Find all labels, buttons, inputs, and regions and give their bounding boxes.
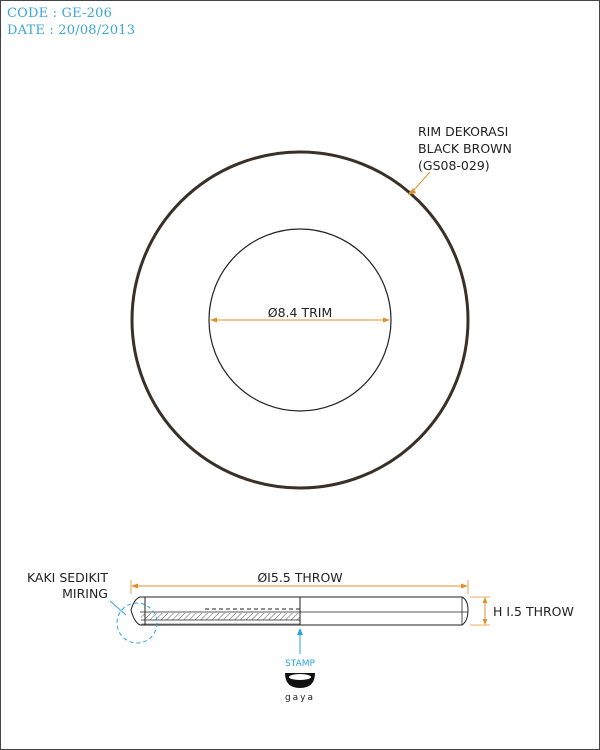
rim-label-line3: (GS08-029) [418,158,490,173]
trim-dimension-label: Ø8.4 TRIM [268,305,332,320]
kaki-label-line2: MIRING [62,586,108,601]
brand-wordmark: gaya [285,693,315,703]
trim-inner-circle [208,228,392,412]
trim-dimension-line [210,317,390,323]
height-dimension-label: H I.5 THROW [493,604,574,619]
rim-label-line2: BLACK BROWN [418,141,512,156]
detail-callout-circle [116,602,158,644]
section-outline [130,596,301,626]
kaki-label-line1: KAKI SEDIKIT [27,570,108,585]
throw-dimension-label: ØI5.5 THROW [257,570,342,585]
detail-leader-line [109,600,127,616]
height-dimension-line [470,596,490,626]
rim-leader-line [408,171,431,195]
stamp-arrow [297,628,303,654]
stamp-label: STAMP [285,659,315,669]
exterior-outline [300,596,469,626]
rim-label-line1: RIM DEKORASI [418,124,508,139]
rim-outer-circle [130,150,470,490]
date-label: DATE : 20/08/2013 [7,23,136,38]
section-hatch [141,613,300,620]
code-label: CODE : GE-206 [7,6,113,21]
side-view: ØI5.5 THROW H I.5 THROW KAKI SEDIKIT MIR… [27,570,574,703]
throw-dimension-line [130,580,469,594]
top-view: Ø8.4 TRIM RIM DEKORASI BLACK BROWN (GS08… [130,124,512,490]
